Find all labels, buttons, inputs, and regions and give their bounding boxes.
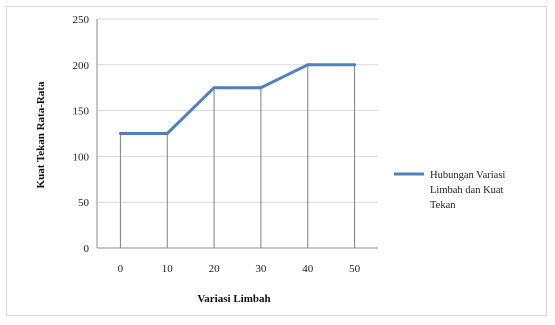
data-point (118, 132, 122, 135)
axes (96, 19, 378, 249)
x-tick-label: 10 (162, 263, 174, 275)
data-point (212, 86, 216, 90)
gridlines (97, 18, 378, 203)
y-tick-label: 200 (73, 60, 90, 72)
y-tick-label: 50 (78, 197, 90, 209)
drop-lines (119, 64, 356, 248)
data-point (306, 63, 310, 67)
legend: Hubungan Variasi Limbah dan Kuat Tekan (394, 170, 505, 211)
x-tick-label: 40 (302, 263, 314, 275)
data-point (353, 63, 357, 67)
x-axis-title: Variasi Limbah (197, 293, 270, 305)
y-tick-label: 250 (73, 14, 90, 26)
x-tick-label: 30 (255, 263, 267, 275)
x-tick-label: 50 (349, 263, 361, 275)
x-tick-label: 0 (118, 263, 124, 275)
data-point (259, 86, 263, 90)
x-tick-labels: 0 10 20 30 40 50 (118, 263, 361, 275)
data-point (165, 132, 169, 135)
y-tick-label: 150 (73, 106, 90, 118)
legend-label-line-1: Hubungan Variasi (430, 170, 505, 181)
y-axis-title: Kuat Tekan Rata-Rata (35, 81, 47, 188)
y-tick-label: 100 (73, 151, 90, 163)
chart-frame (6, 6, 547, 316)
legend-label-line-2: Limbah dan Kuat (430, 185, 504, 196)
series-line (120, 63, 355, 135)
legend-label-line-3: Tekan (430, 200, 456, 211)
y-tick-label: 0 (84, 243, 90, 255)
x-tick-label: 20 (209, 263, 221, 275)
series-layer (118, 63, 357, 135)
y-tick-labels: 0 50 100 150 200 250 (73, 14, 90, 255)
